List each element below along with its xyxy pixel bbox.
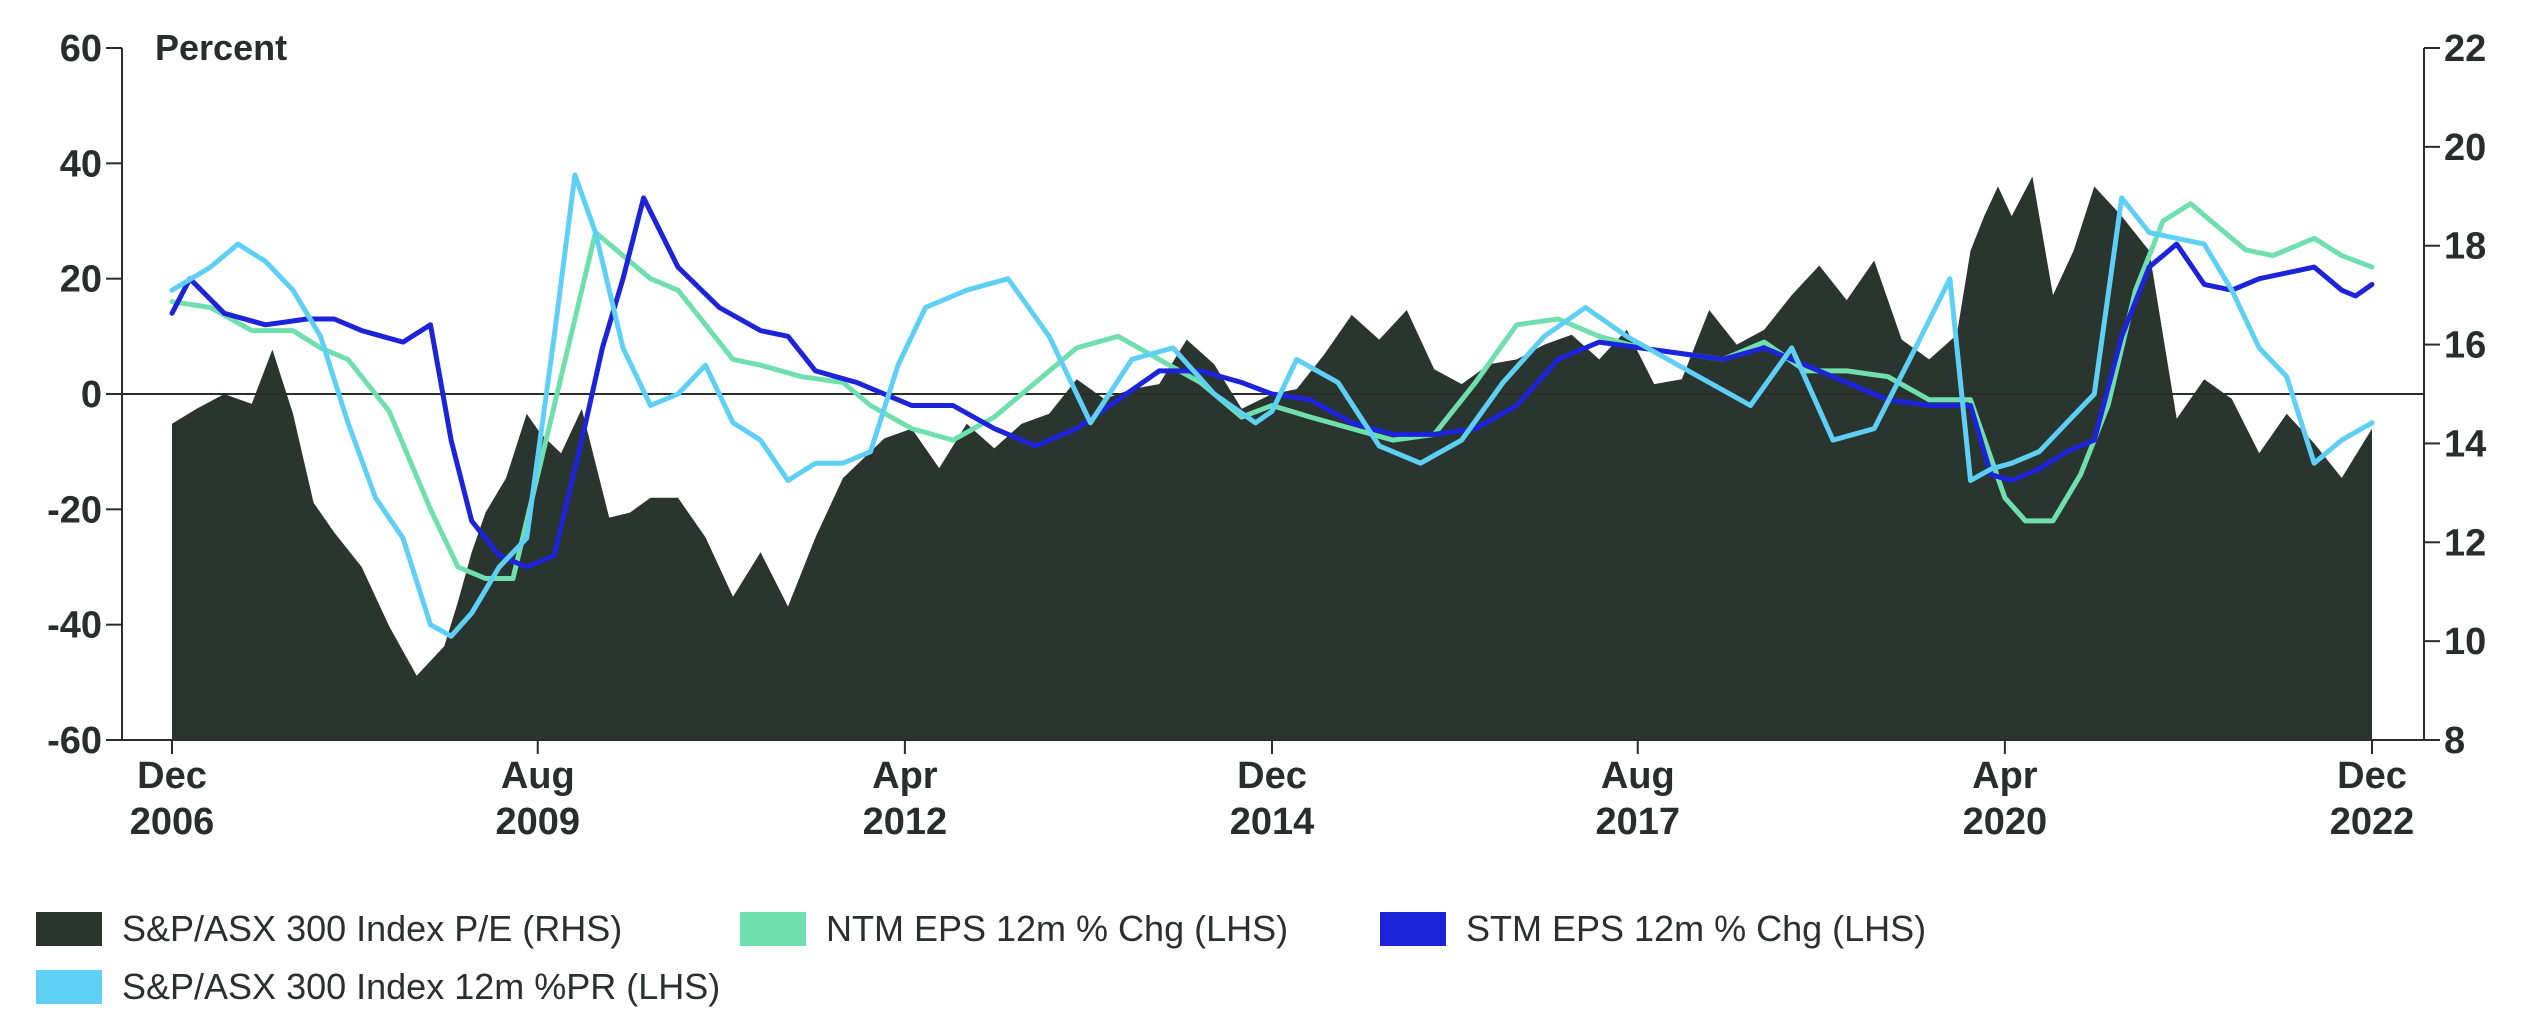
right-tick-label: 14 [2444,423,2486,465]
lines-layer [169,172,2375,639]
right-tick-label: 12 [2444,522,2486,564]
legend-label-pe: S&P/ASX 300 Index P/E (RHS) [122,908,623,949]
left-axis-label: Percent [155,27,287,68]
pe-area-layer [172,176,2372,740]
left-tick-label: 0 [81,374,102,416]
right-tick-label: 20 [2444,127,2486,169]
right-tick-label: 10 [2444,621,2486,663]
x-tick-year: 2009 [495,801,580,843]
legend-label-price: S&P/ASX 300 Index 12m %PR (LHS) [122,966,721,1007]
x-tick-month: Apr [1972,755,2038,797]
x-tick-month: Dec [137,755,207,797]
series-area-pe [172,176,2372,740]
left-tick-label: -60 [47,720,102,762]
x-tick-month: Dec [1237,755,1307,797]
axes-layer: 6040200-20-40-60222018161412108Dec2006Au… [47,28,2486,843]
legend-swatch-stm [1380,912,1446,946]
legend-label-ntm: NTM EPS 12m % Chg (LHS) [826,908,1289,949]
chart: 6040200-20-40-60222018161412108Dec2006Au… [47,27,2486,843]
legend-label-stm: STM EPS 12m % Chg (LHS) [1466,908,1927,949]
left-tick-label: 20 [60,259,102,301]
legend-item-ntm: NTM EPS 12m % Chg (LHS) [740,908,1288,950]
x-tick-month: Apr [872,755,938,797]
legend-item-pe: S&P/ASX 300 Index P/E (RHS) [36,908,622,950]
legend-item-stm: STM EPS 12m % Chg (LHS) [1380,908,1926,950]
legend-swatch-price [36,970,102,1004]
x-tick-month: Dec [2337,755,2407,797]
legend: S&P/ASX 300 Index P/E (RHS) NTM EPS 12m … [36,892,2036,1022]
legend-swatch-ntm [740,912,806,946]
left-tick-label: 40 [60,143,102,185]
left-tick-label: -20 [47,489,102,531]
x-tick-year: 2012 [863,801,948,843]
x-tick-month: Aug [501,755,575,797]
series-line-stm-2 [169,195,2375,570]
right-tick-label: 18 [2444,226,2486,268]
x-tick-month: Aug [1601,755,1675,797]
right-tick-label: 8 [2444,720,2465,762]
legend-item-price: S&P/ASX 300 Index 12m %PR (LHS) [36,966,720,1008]
x-tick-year: 2006 [130,801,215,843]
x-tick-year: 2020 [1963,801,2048,843]
right-tick-label: 16 [2444,325,2486,367]
right-tick-label: 22 [2444,28,2486,70]
legend-swatch-pe [36,912,102,946]
left-tick-label: 60 [60,28,102,70]
x-tick-year: 2017 [1595,801,1680,843]
x-tick-year: 2022 [2330,801,2415,843]
series-line-spasx-3 [169,172,2375,639]
left-tick-label: -40 [47,605,102,647]
x-tick-year: 2014 [1230,801,1315,843]
